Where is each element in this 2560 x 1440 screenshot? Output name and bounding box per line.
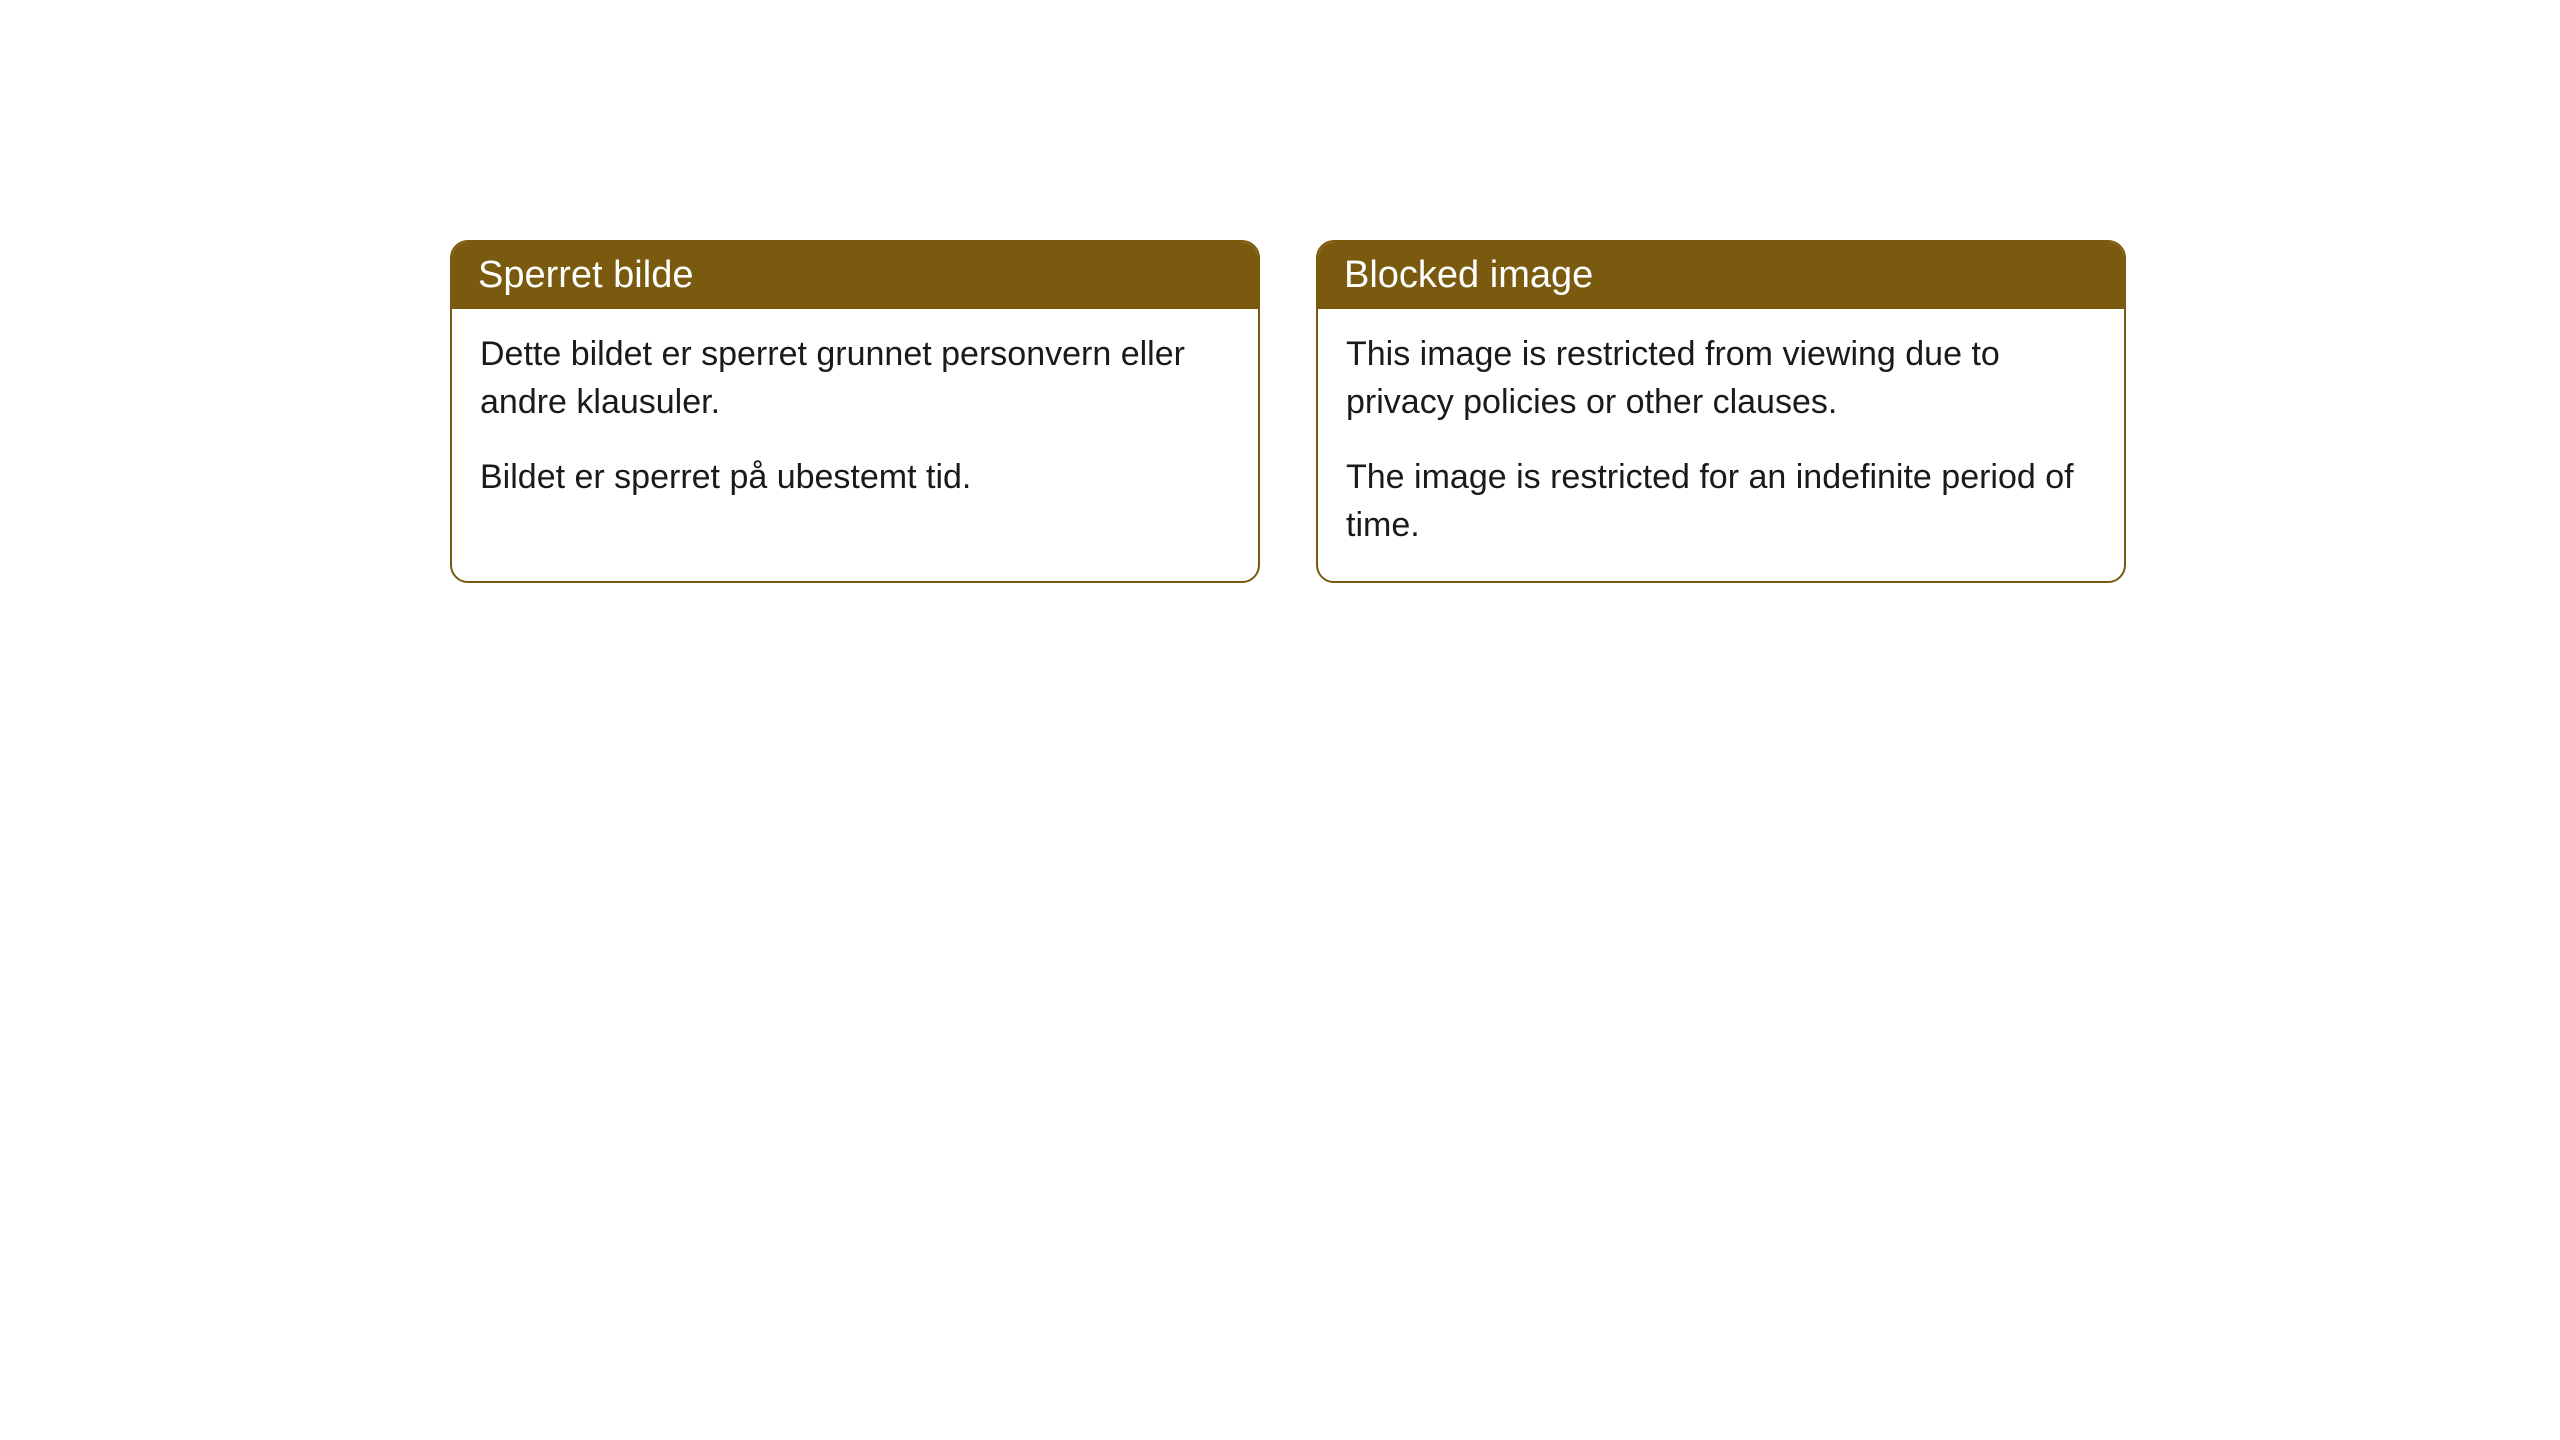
notice-cards-container: Sperret bilde Dette bildet er sperret gr… — [450, 240, 2126, 583]
card-title: Blocked image — [1344, 254, 1593, 296]
card-body: Dette bildet er sperret grunnet personve… — [452, 309, 1258, 534]
notice-card-norwegian: Sperret bilde Dette bildet er sperret gr… — [450, 240, 1260, 583]
card-paragraph: This image is restricted from viewing du… — [1346, 331, 2096, 426]
card-paragraph: Bildet er sperret på ubestemt tid. — [480, 454, 1230, 502]
card-header: Blocked image — [1318, 242, 2124, 309]
card-header: Sperret bilde — [452, 242, 1258, 309]
notice-card-english: Blocked image This image is restricted f… — [1316, 240, 2126, 583]
card-title: Sperret bilde — [478, 254, 693, 296]
card-paragraph: The image is restricted for an indefinit… — [1346, 454, 2096, 549]
card-body: This image is restricted from viewing du… — [1318, 309, 2124, 581]
card-paragraph: Dette bildet er sperret grunnet personve… — [480, 331, 1230, 426]
